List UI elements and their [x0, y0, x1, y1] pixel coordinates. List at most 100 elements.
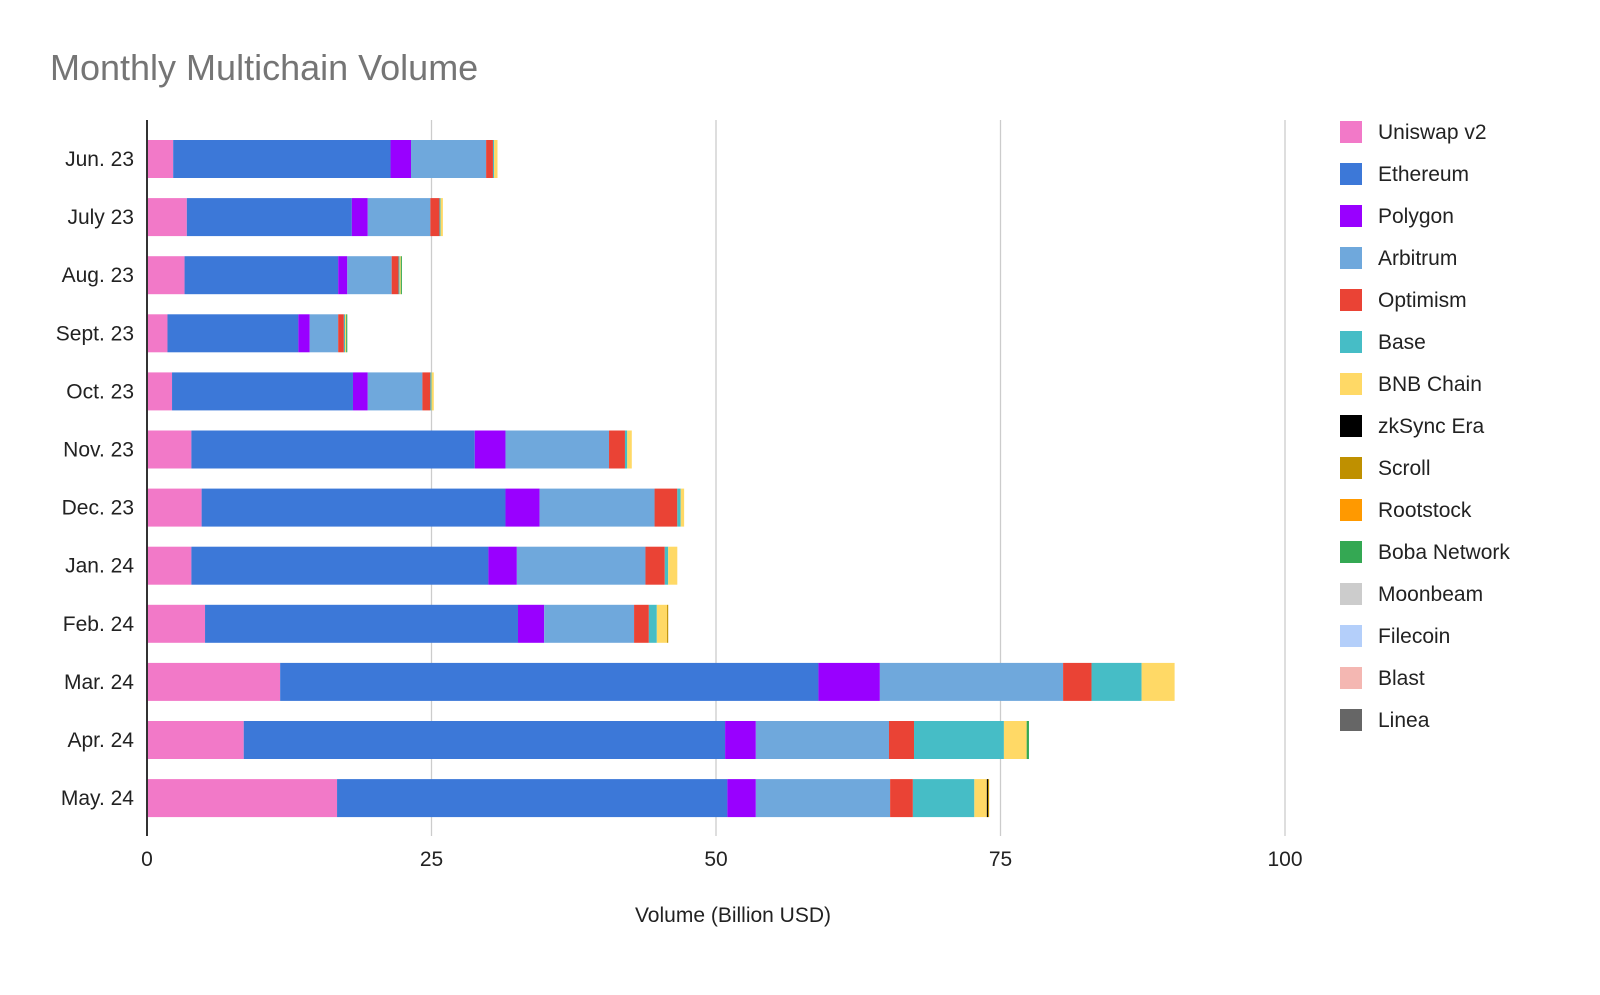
legend-label-7: BNB Chain [1378, 373, 1482, 396]
bar-10-series-5 [1063, 662, 1092, 701]
legend: Uniswap v2 Ethereum Polygon Arbitrum Optimis… [1340, 121, 1510, 732]
bar-3-series-3 [338, 256, 348, 295]
bar-7-series-6 [677, 488, 681, 527]
legend-label-2: Ethereum [1378, 163, 1469, 186]
category-label: Jun. 23 [65, 148, 134, 171]
bar-1-series-4 [411, 140, 487, 178]
bar-9-series-2 [205, 604, 518, 643]
legend-swatch-11 [1340, 541, 1362, 563]
bar-2-series-2 [186, 198, 352, 237]
legend-label-14: Blast [1378, 667, 1425, 690]
legend-label-15: Linea [1378, 709, 1430, 732]
bar-6-series-3 [474, 430, 506, 469]
bar-3-series-1 [147, 256, 185, 295]
legend-label-6: Base [1378, 331, 1426, 354]
bar-2-series-3 [351, 198, 368, 237]
legend-swatch-13 [1340, 625, 1362, 647]
bar-6-series-5 [609, 430, 625, 469]
bar-4-series-6 [343, 314, 346, 353]
bar-1-series-7 [494, 140, 498, 178]
bar-5-series-2 [172, 372, 353, 411]
bar-4-series-1 [147, 314, 168, 353]
legend-label-11: Boba Network [1378, 541, 1510, 564]
category-label: July 23 [67, 206, 134, 229]
legend-swatch-14 [1340, 667, 1362, 689]
bar-7-series-3 [505, 488, 540, 527]
bar-11-series-6 [914, 721, 1004, 759]
x-tick-label: 0 [141, 848, 153, 871]
legend-label-12: Moonbeam [1378, 583, 1483, 606]
legend-swatch-4 [1340, 247, 1362, 269]
bar-8-series-2 [191, 546, 489, 585]
bar-12-series-4 [755, 779, 891, 818]
legend-label-4: Arbitrum [1378, 247, 1457, 270]
bar-4-series-5 [338, 314, 344, 353]
x-tick-label: 100 [1267, 848, 1302, 871]
legend-swatch-2 [1340, 163, 1362, 185]
bar-2-series-6 [439, 198, 441, 237]
bar-2-series-1 [147, 198, 187, 237]
bar-8-series-7 [668, 546, 678, 585]
x-tick-labels: 0 25 50 75 100 [141, 848, 1302, 871]
bar-11-series-4 [755, 721, 889, 759]
bar-6-series-4 [505, 430, 610, 469]
bar-11-series-7 [1003, 721, 1027, 759]
bar-8-series-5 [645, 546, 665, 585]
category-label: Aug. 23 [62, 264, 134, 287]
bar-9-series-5 [634, 604, 649, 643]
legend-swatch-10 [1340, 499, 1362, 521]
bar-3-series-6 [398, 256, 400, 295]
category-labels: Jun. 23 July 23 Aug. 23 Sept. 23 Oct. 23 Nov.… [56, 148, 135, 810]
legend-swatch-7 [1340, 373, 1362, 395]
bar-9-series-6 [648, 604, 657, 643]
bar-3-series-7 [399, 256, 401, 295]
category-label: Dec. 23 [62, 497, 134, 520]
legend-swatch-15 [1340, 709, 1362, 731]
category-label: Nov. 23 [63, 439, 134, 462]
bar-7-series-2 [201, 488, 506, 527]
legend-label-1: Uniswap v2 [1378, 121, 1487, 144]
legend-swatch-1 [1340, 121, 1362, 143]
category-label: May. 24 [61, 787, 134, 810]
bar-10-series-6 [1091, 662, 1142, 701]
x-tick-label: 75 [989, 848, 1012, 871]
bar-7-series-4 [539, 488, 655, 527]
bar-4-series-2 [167, 314, 299, 353]
bar-4-series-3 [298, 314, 310, 353]
bar-5-series-6 [430, 372, 432, 411]
legend-label-9: Scroll [1378, 457, 1431, 480]
bar-12-series-9 [987, 779, 990, 818]
bar-12-series-1 [147, 779, 338, 818]
bar-2-series-5 [430, 198, 440, 237]
x-tick-label: 50 [704, 848, 727, 871]
bar-9-series-3 [517, 604, 545, 643]
category-label: Feb. 24 [63, 613, 135, 636]
legend-label-3: Polygon [1378, 205, 1454, 228]
bar-6-series-6 [624, 430, 628, 469]
x-axis-title: Volume (Billion USD) [635, 904, 831, 927]
category-label: Jan. 24 [65, 555, 134, 578]
bar-1-series-6 [492, 140, 495, 178]
category-label: Sept. 23 [56, 322, 134, 345]
legend-swatch-6 [1340, 331, 1362, 353]
bar-12-series-5 [890, 779, 913, 818]
bar-6-series-7 [627, 430, 632, 469]
bar-12-series-6 [912, 779, 975, 818]
bar-3-series-11 [400, 256, 402, 295]
bar-6-series-1 [147, 430, 192, 469]
bar-10-series-4 [879, 662, 1064, 701]
bar-10-series-3 [818, 662, 880, 701]
category-label: Oct. 23 [66, 380, 134, 403]
legend-label-8: zkSync Era [1378, 415, 1485, 438]
bar-1-series-2 [173, 140, 391, 178]
legend-label-13: Filecoin [1378, 625, 1450, 648]
bar-1-series-3 [390, 140, 412, 178]
bar-4-series-4 [309, 314, 339, 353]
bar-3-series-2 [184, 256, 339, 295]
bar-5-series-3 [352, 372, 368, 411]
bar-9-series-7 [656, 604, 668, 643]
bar-11-series-5 [888, 721, 915, 759]
bar-8-series-6 [664, 546, 669, 585]
